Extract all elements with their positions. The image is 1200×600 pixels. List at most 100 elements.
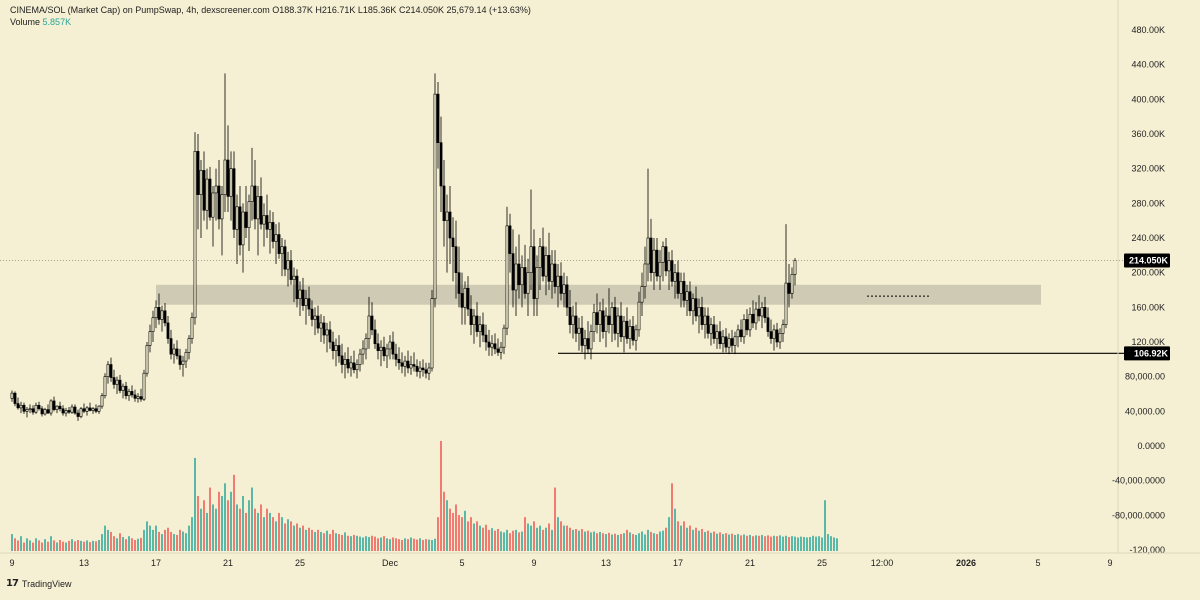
candle-body [604, 315, 608, 332]
candle [691, 293, 695, 325]
time-tick-label: 9 [9, 558, 14, 568]
candle [94, 404, 98, 414]
time-tick-label: 21 [745, 558, 755, 568]
candle [580, 316, 584, 353]
candle-body [199, 170, 203, 195]
price-tick-label: 280.00K [1131, 198, 1165, 208]
volume-bar [251, 487, 253, 551]
candle [658, 250, 662, 290]
candle-body [148, 331, 152, 346]
volume-bar [245, 512, 247, 551]
candle-body [34, 404, 38, 413]
candle [538, 238, 542, 290]
volume-bar [647, 529, 649, 551]
candle [583, 329, 587, 360]
candle-body [265, 215, 269, 230]
candle-body [580, 327, 584, 346]
candle-body [763, 307, 767, 319]
candle [145, 342, 149, 377]
candle-body [448, 211, 452, 239]
candle-body [712, 324, 716, 339]
candle-body [739, 329, 743, 338]
volume-bar [563, 525, 565, 551]
candle [769, 319, 773, 344]
volume-bar [380, 537, 382, 551]
candle [13, 391, 17, 407]
candle [622, 316, 626, 353]
candle-body [637, 301, 641, 331]
candle [448, 186, 452, 264]
candle [268, 210, 272, 254]
candle [700, 296, 704, 330]
candle-body [745, 319, 749, 331]
volume-bar [371, 535, 373, 551]
candle [142, 369, 146, 401]
volume-bar [788, 537, 790, 551]
candle-body [226, 159, 230, 197]
volume-bar [602, 533, 604, 551]
candle-body [421, 367, 425, 371]
candle-body [529, 246, 533, 273]
volume-bar [14, 538, 16, 551]
candle [55, 405, 59, 414]
volume-bar [743, 534, 745, 551]
volume-bar [248, 500, 250, 551]
candle-body [610, 307, 614, 325]
candle [601, 298, 605, 339]
candle [685, 284, 689, 316]
candle-body [430, 298, 434, 369]
volume-bar [644, 534, 646, 551]
candle-body [571, 315, 575, 325]
tradingview-brand[interactable]: 17 TradingView [6, 578, 71, 589]
candle-body [76, 412, 80, 417]
candle [466, 276, 470, 316]
candle-body [757, 308, 761, 317]
candle-body [91, 408, 95, 411]
candle-body [307, 298, 311, 310]
candle-body [730, 338, 734, 346]
volume-bar [284, 523, 286, 551]
volume-bar [107, 529, 109, 551]
candle [241, 203, 245, 273]
volume-bar [584, 531, 586, 551]
volume-bar [836, 538, 838, 551]
volume-bar [734, 534, 736, 551]
candle-body [292, 275, 296, 280]
candle-body [508, 225, 512, 254]
candle [481, 312, 485, 342]
candle [505, 206, 509, 336]
candle [772, 324, 776, 351]
candle-body [58, 405, 62, 410]
candle [382, 336, 386, 362]
volume-bar [641, 531, 643, 551]
candle-body [310, 308, 314, 320]
volume-bar [455, 504, 457, 551]
candle-body [592, 312, 596, 332]
candle-body [115, 379, 119, 385]
candle [313, 307, 317, 336]
candle-body [625, 320, 629, 339]
candle [778, 328, 782, 349]
candle-body [88, 407, 92, 411]
candle-body [601, 310, 605, 332]
candle-body [631, 326, 635, 341]
time-tick-label: 9 [1107, 558, 1112, 568]
volume-bar [344, 532, 346, 551]
candle-body [181, 360, 185, 365]
candle-body [754, 308, 758, 324]
candle [340, 343, 344, 374]
candle-body [355, 364, 359, 371]
volume-bar [560, 521, 562, 551]
volume-bar [191, 517, 193, 551]
candle [124, 381, 128, 400]
candle [193, 132, 197, 325]
volume-bar [182, 531, 184, 551]
volume-bar [29, 540, 31, 551]
candle [112, 369, 116, 389]
volume-bar [239, 508, 241, 551]
candle [109, 357, 113, 382]
volume-bar [659, 531, 661, 551]
candle [322, 316, 326, 344]
